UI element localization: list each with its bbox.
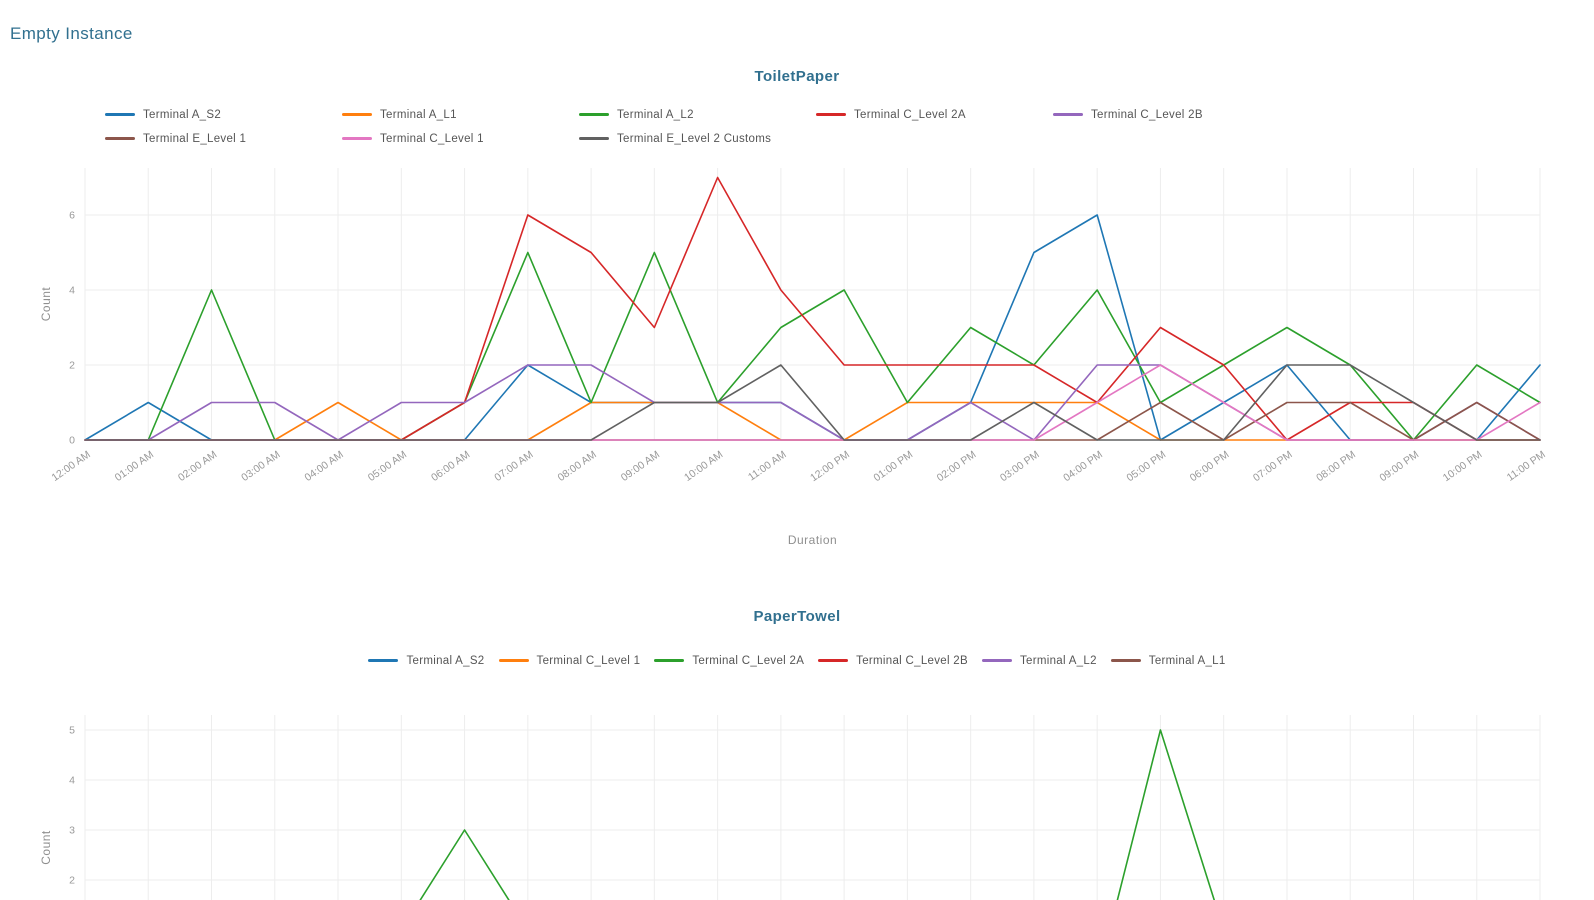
x-tick-label: 03:00 AM <box>239 449 282 484</box>
x-tick-label: 05:00 PM <box>1124 449 1168 485</box>
legend-toiletpaper: Terminal A_S2 Terminal A_L1 Terminal A_L2 T… <box>105 104 1290 149</box>
legend-item-terminal-a-l1[interactable]: Terminal A_L1 <box>1110 650 1226 671</box>
x-tick-label: 10:00 AM <box>682 449 725 484</box>
line-plot-toiletpaper: 0 2 4 6 12:00 AM 01:00 AM 02:00 AM 03:00 AM 04:0… <box>39 168 1548 547</box>
chart-toiletpaper: ToiletPaper Terminal A_S2 Terminal A_L1 Te… <box>0 60 1594 600</box>
legend-label: Terminal A_L2 <box>1019 654 1097 667</box>
x-tick-label: 08:00 AM <box>556 449 599 484</box>
legend-label: Terminal C_Level 2B <box>856 654 968 667</box>
x-tick-label: 01:00 AM <box>113 449 156 484</box>
legend-line-swatch <box>1053 113 1083 116</box>
x-tick-label: 11:00 PM <box>1505 449 1548 484</box>
legend-line-swatch <box>498 659 529 662</box>
legend-label: Terminal C_Level 1 <box>380 132 484 145</box>
legend-line-swatch <box>579 137 609 140</box>
legend-line-swatch <box>105 113 135 116</box>
chart-title-papertowel: PaperTowel <box>753 608 841 625</box>
y-tick-label: 4 <box>69 285 75 297</box>
legend-label: Terminal C_Level 2B <box>1091 108 1203 121</box>
legend-label: Terminal A_L1 <box>1148 654 1226 667</box>
legend-line-swatch <box>981 659 1012 662</box>
y-tick-label: 4 <box>69 775 75 787</box>
y-tick-label: 2 <box>69 360 75 372</box>
legend-label: Terminal C_Level 2A <box>854 108 966 121</box>
y-tick-label: 0 <box>69 435 75 447</box>
y-tick-label: 3 <box>69 825 75 837</box>
x-tick-label: 05:00 AM <box>366 449 409 484</box>
legend-item-terminal-c-level-1[interactable]: Terminal C_Level 1 <box>498 650 641 671</box>
legend-line-swatch <box>816 113 846 116</box>
y-axis-label: Count <box>39 287 53 322</box>
legend-item-terminal-e-level-2-customs[interactable]: Terminal E_Level 2 Customs <box>579 128 816 149</box>
legend-item-terminal-c-level-1[interactable]: Terminal C_Level 1 <box>342 128 579 149</box>
legend-item-terminal-a-s2[interactable]: Terminal A_S2 <box>105 104 342 125</box>
x-tick-label: 04:00 AM <box>303 449 346 484</box>
x-tick-label: 01:00 PM <box>871 449 915 485</box>
legend-label: Terminal A_S2 <box>406 654 485 667</box>
x-tick-label: 12:00 PM <box>808 449 852 485</box>
x-tick-label: 09:00 PM <box>1377 449 1421 485</box>
legend-label: Terminal A_L2 <box>617 108 694 121</box>
y-tick-label: 6 <box>69 210 75 222</box>
x-tick-label: 09:00 AM <box>619 449 662 484</box>
x-tick-label: 07:00 PM <box>1251 449 1295 485</box>
legend-item-terminal-a-l1[interactable]: Terminal A_L1 <box>342 104 579 125</box>
legend-line-swatch <box>342 113 372 116</box>
legend-label: Terminal C_Level 2A <box>692 654 805 667</box>
x-tick-label: 03:00 PM <box>998 449 1042 485</box>
y-axis-label: Count <box>39 830 53 865</box>
legend-line-swatch <box>105 137 135 140</box>
legend-item-terminal-a-l2[interactable]: Terminal A_L2 <box>981 650 1097 671</box>
legend-line-swatch <box>818 659 849 662</box>
legend-label: Terminal A_L1 <box>380 108 457 121</box>
legend-line-swatch <box>579 113 609 116</box>
legend-line-swatch <box>342 137 372 140</box>
x-tick-label: 02:00 AM <box>176 449 219 484</box>
x-tick-label: 12:00 AM <box>49 449 92 484</box>
legend-item-terminal-c-level-2a[interactable]: Terminal C_Level 2A <box>654 650 804 671</box>
x-tick-label: 06:00 PM <box>1188 449 1232 485</box>
chart-papertowel: PaperTowel Terminal A_S2 Terminal C_Level… <box>0 600 1594 900</box>
x-tick-label: 02:00 PM <box>935 449 979 485</box>
series-line-terminal-e-level-2-customs <box>84 364 1541 441</box>
legend-item-terminal-a-l2[interactable]: Terminal A_L2 <box>579 104 816 125</box>
legend-label: Terminal C_Level 1 <box>536 654 641 667</box>
x-tick-label: 04:00 PM <box>1061 449 1105 485</box>
y-tick-label: 5 <box>69 725 75 737</box>
legend-label: Terminal E_Level 1 <box>143 132 247 145</box>
x-tick-label: 10:00 PM <box>1441 449 1485 485</box>
series-line-terminal-a-l2 <box>84 251 1541 441</box>
page-title: Empty Instance <box>10 24 133 43</box>
x-axis-label: Duration <box>788 533 837 547</box>
legend-item-terminal-e-level-1[interactable]: Terminal E_Level 1 <box>105 128 342 149</box>
legend-line-swatch <box>1110 659 1141 662</box>
legend-item-terminal-a-s2[interactable]: Terminal A_S2 <box>368 650 484 671</box>
legend-label: Terminal A_S2 <box>143 108 222 121</box>
legend-item-terminal-c-level-2b[interactable]: Terminal C_Level 2B <box>818 650 968 671</box>
x-tick-label: 08:00 PM <box>1314 449 1358 485</box>
legend-line-swatch <box>654 659 685 662</box>
y-tick-label: 2 <box>69 875 75 887</box>
legend-line-swatch <box>368 659 399 662</box>
legend-label: Terminal E_Level 2 Customs <box>617 132 772 145</box>
legend-item-terminal-c-level-2a[interactable]: Terminal C_Level 2A <box>816 104 1053 125</box>
chart-title-toiletpaper: ToiletPaper <box>754 68 840 85</box>
series-line-terminal-c-level-2a <box>419 729 1216 900</box>
legend-item-terminal-c-level-2b[interactable]: Terminal C_Level 2B <box>1053 104 1290 125</box>
x-tick-label: 06:00 AM <box>429 449 472 484</box>
x-tick-label: 11:00 AM <box>746 449 789 484</box>
x-tick-label: 07:00 AM <box>492 449 535 484</box>
legend-papertowel: Terminal A_S2 Terminal C_Level 1 Terminal … <box>0 650 1594 671</box>
